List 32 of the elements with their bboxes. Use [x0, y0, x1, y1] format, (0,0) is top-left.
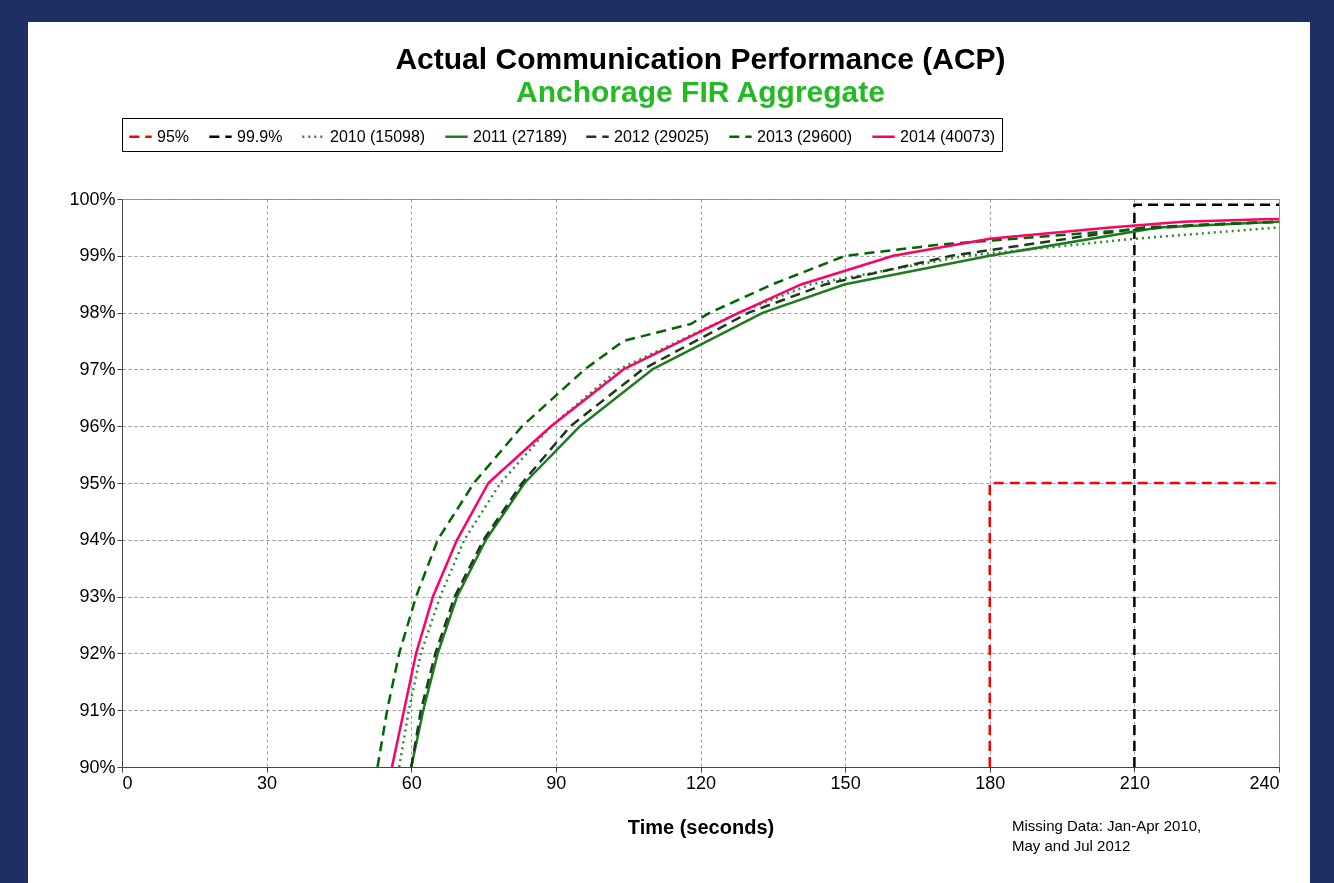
- x-tick-label: 30: [257, 772, 278, 793]
- legend-label: 2013 (29600): [757, 127, 853, 145]
- chart-title: Actual Communication Performance (ACP): [395, 41, 1006, 75]
- y-tick-label: 90%: [79, 756, 116, 777]
- y-tick-label: 99%: [79, 245, 116, 266]
- y-tick-label: 100%: [69, 188, 116, 209]
- chart-subtitle: Anchorage FIR Aggregate: [516, 74, 885, 108]
- y-tick-label: 96%: [79, 415, 116, 436]
- y-tick-label: 91%: [79, 699, 116, 720]
- x-tick-label: 180: [975, 772, 1006, 793]
- y-tick-label: 93%: [79, 586, 116, 607]
- legend-label: 2012 (29025): [614, 127, 710, 145]
- y-tick-label: 95%: [79, 472, 116, 493]
- x-tick-label: 240: [1249, 772, 1280, 793]
- x-tick-label: 120: [685, 772, 717, 793]
- legend-label: 2010 (15098): [330, 127, 426, 145]
- x-tick-label: 60: [401, 772, 422, 793]
- x-tick-label: 90: [546, 772, 567, 793]
- text: Missing Data: Jan-Apr 2010,: [1012, 817, 1202, 834]
- x-axis-title: Time (seconds): [627, 815, 775, 838]
- x-tick-label: 210: [1119, 772, 1150, 793]
- x-tick-label: 0: [122, 772, 133, 793]
- y-tick-label: 97%: [79, 358, 116, 379]
- y-tick-label: 98%: [79, 302, 116, 323]
- y-tick-label: 92%: [79, 642, 116, 663]
- text: May and Jul 2012: [1012, 837, 1131, 854]
- y-tick-label: 94%: [79, 529, 116, 550]
- legend-label: 95%: [157, 127, 190, 145]
- legend-label: 2011 (27189): [473, 127, 567, 145]
- x-tick-label: 150: [830, 772, 861, 793]
- legend-label: 2014 (40073): [900, 127, 996, 145]
- legend-label: 99.9%: [237, 127, 283, 145]
